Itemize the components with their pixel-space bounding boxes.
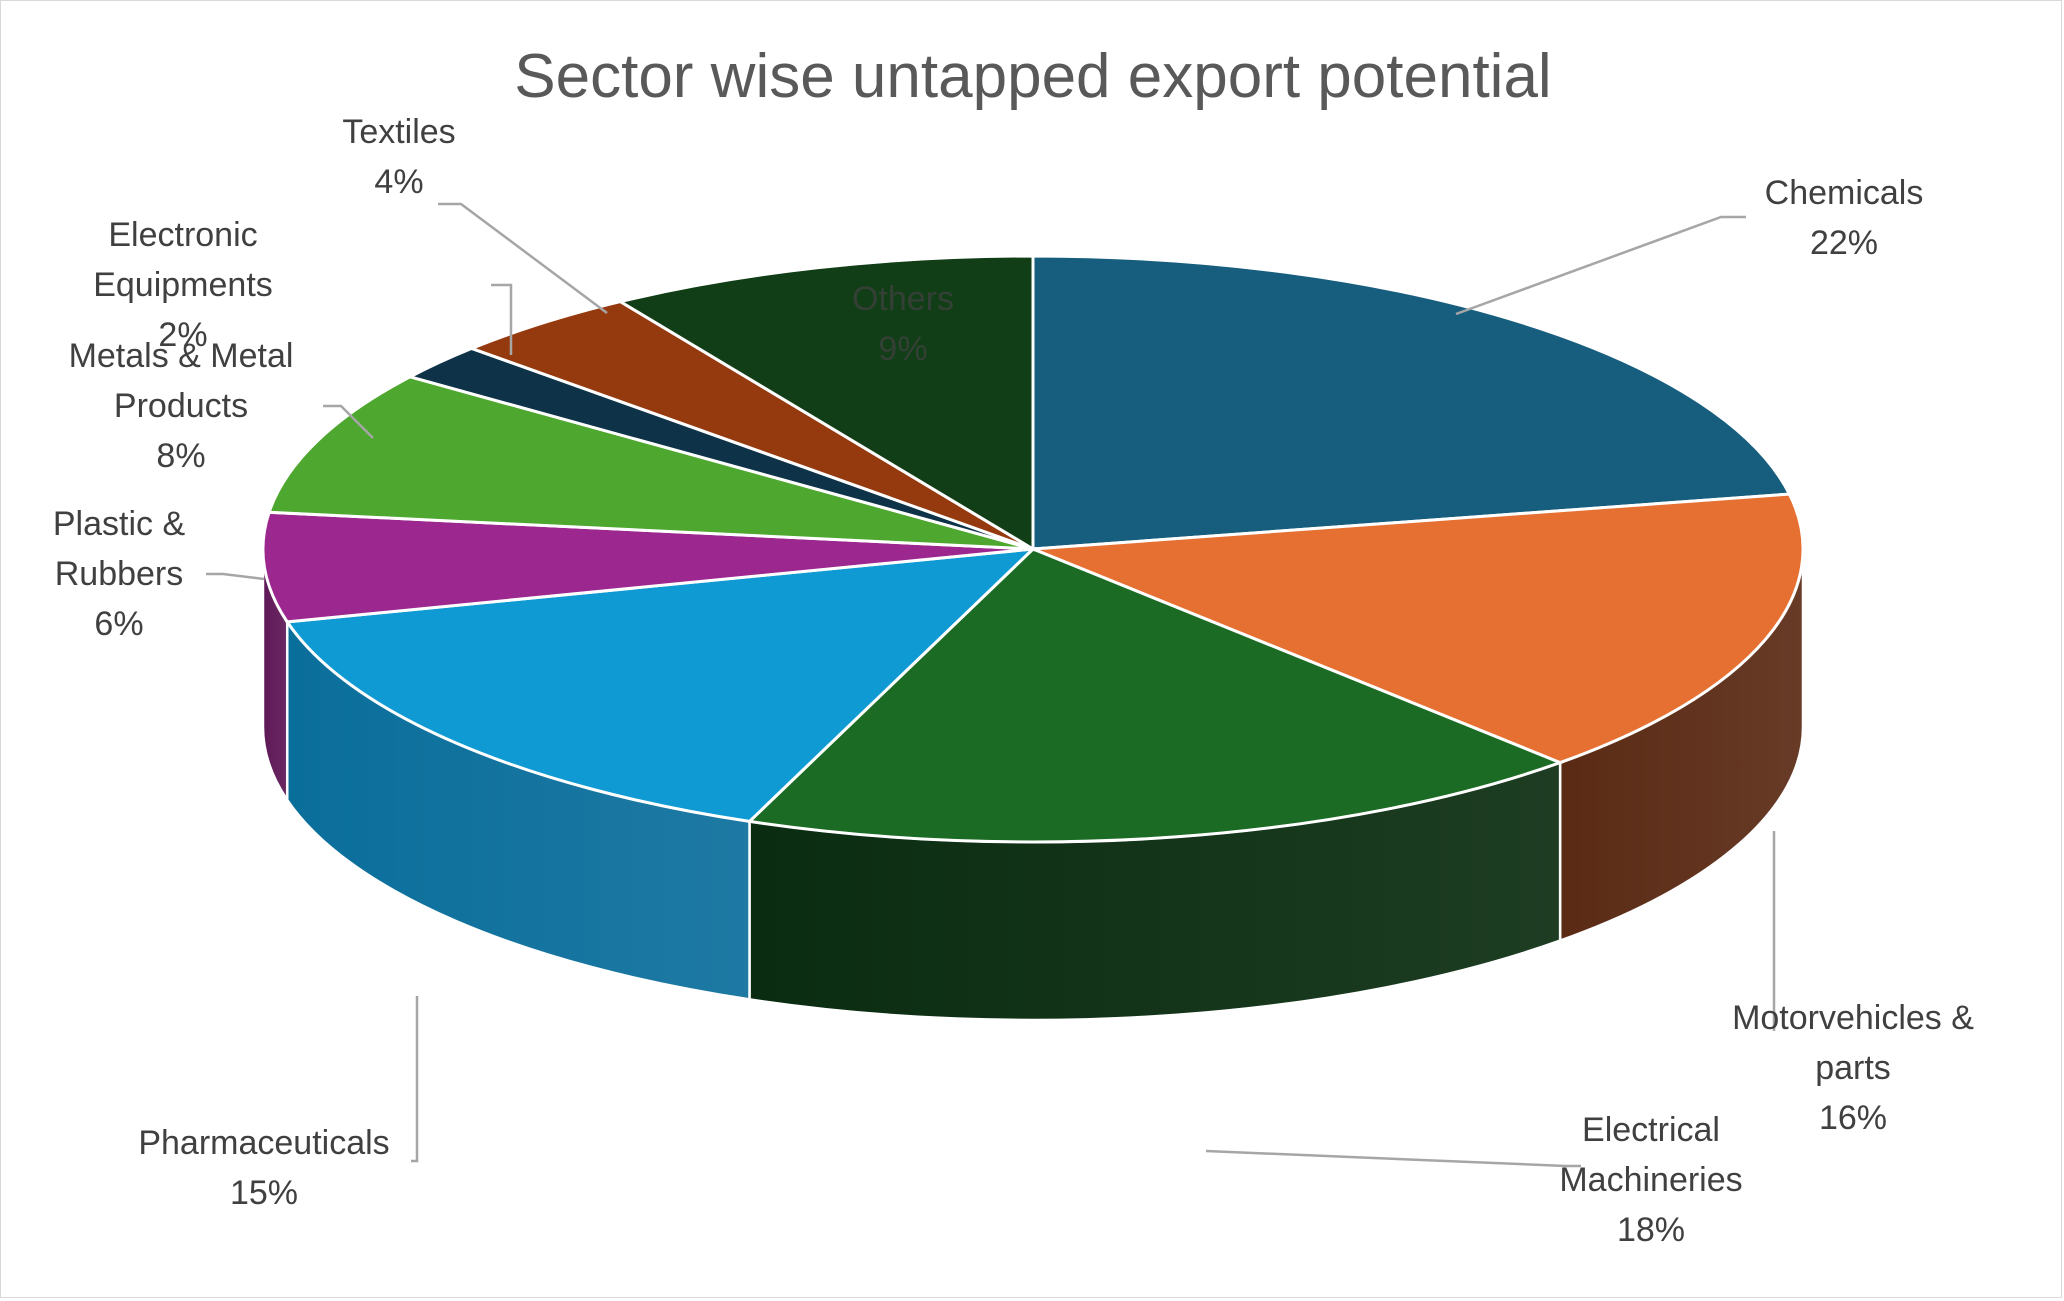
category-label-motorvehicles-parts: Motorvehicles & [1732,999,1974,1037]
slice-others [616,254,1035,552]
category-label-textiles: Textiles [342,113,455,151]
category-label-electrical-machineries: Electrical [1582,1111,1720,1149]
category-label-others: Others [852,280,954,318]
category-label-chemicals: Chemicals [1765,174,1924,212]
pct-label-textiles: 4% [374,163,423,201]
pct-label-metals-metal-products: 8% [156,437,205,475]
slice-metals-metal-products [267,375,1034,551]
chart-title: Sector wise untapped export potential [514,42,1551,111]
leader-pharmaceuticals [411,996,419,1163]
slice-motorvehicles-parts [1032,492,1805,765]
slice-plastic-rubbers [261,510,1034,624]
leader-electrical-machineries [1205,1149,1581,1168]
category-label-plastic-rubbers: Plastic & [53,505,186,543]
pie-top-faces [261,254,1805,844]
leader-metals-metal-products [323,404,374,439]
pct-label-plastic-rubbers: 6% [94,605,143,643]
leader-chemicals [1455,215,1746,316]
category-label-motorvehicles-parts: parts [1815,1049,1891,1087]
pct-label-electronic-equipments: 2% [158,316,207,354]
category-label-electrical-machineries: Machineries [1559,1161,1742,1199]
category-label-plastic-rubbers: Rubbers [55,555,184,593]
category-label-metals-metal-products: Products [114,387,248,425]
pct-label-chemicals: 22% [1810,224,1878,262]
leader-electronic-equipments [491,283,513,355]
pct-label-motorvehicles-parts: 16% [1819,1099,1887,1137]
pie-side-walls [261,548,1805,1022]
pct-label-others: 9% [878,330,927,368]
leader-textiles [438,202,608,315]
pct-label-pharmaceuticals: 15% [230,1174,298,1212]
slice-electrical-machineries [746,547,1565,844]
category-label-metals-metal-products: Metals & Metal [69,337,294,375]
slice-textiles [467,299,1034,551]
pct-label-electrical-machineries: 18% [1617,1211,1685,1249]
category-label-pharmaceuticals: Pharmaceuticals [138,1124,389,1162]
label-leader-lines [206,202,1776,1168]
leader-plastic-rubbers [206,572,265,581]
category-label-electronic-equipments: Electronic [108,216,257,254]
data-labels: Chemicals 22% Motorvehicles & parts 16% Elect… [53,113,1974,1249]
category-label-electronic-equipments: Equipments [93,266,273,304]
slice-pharmaceuticals [284,547,1038,823]
slice-chemicals [1031,254,1792,551]
